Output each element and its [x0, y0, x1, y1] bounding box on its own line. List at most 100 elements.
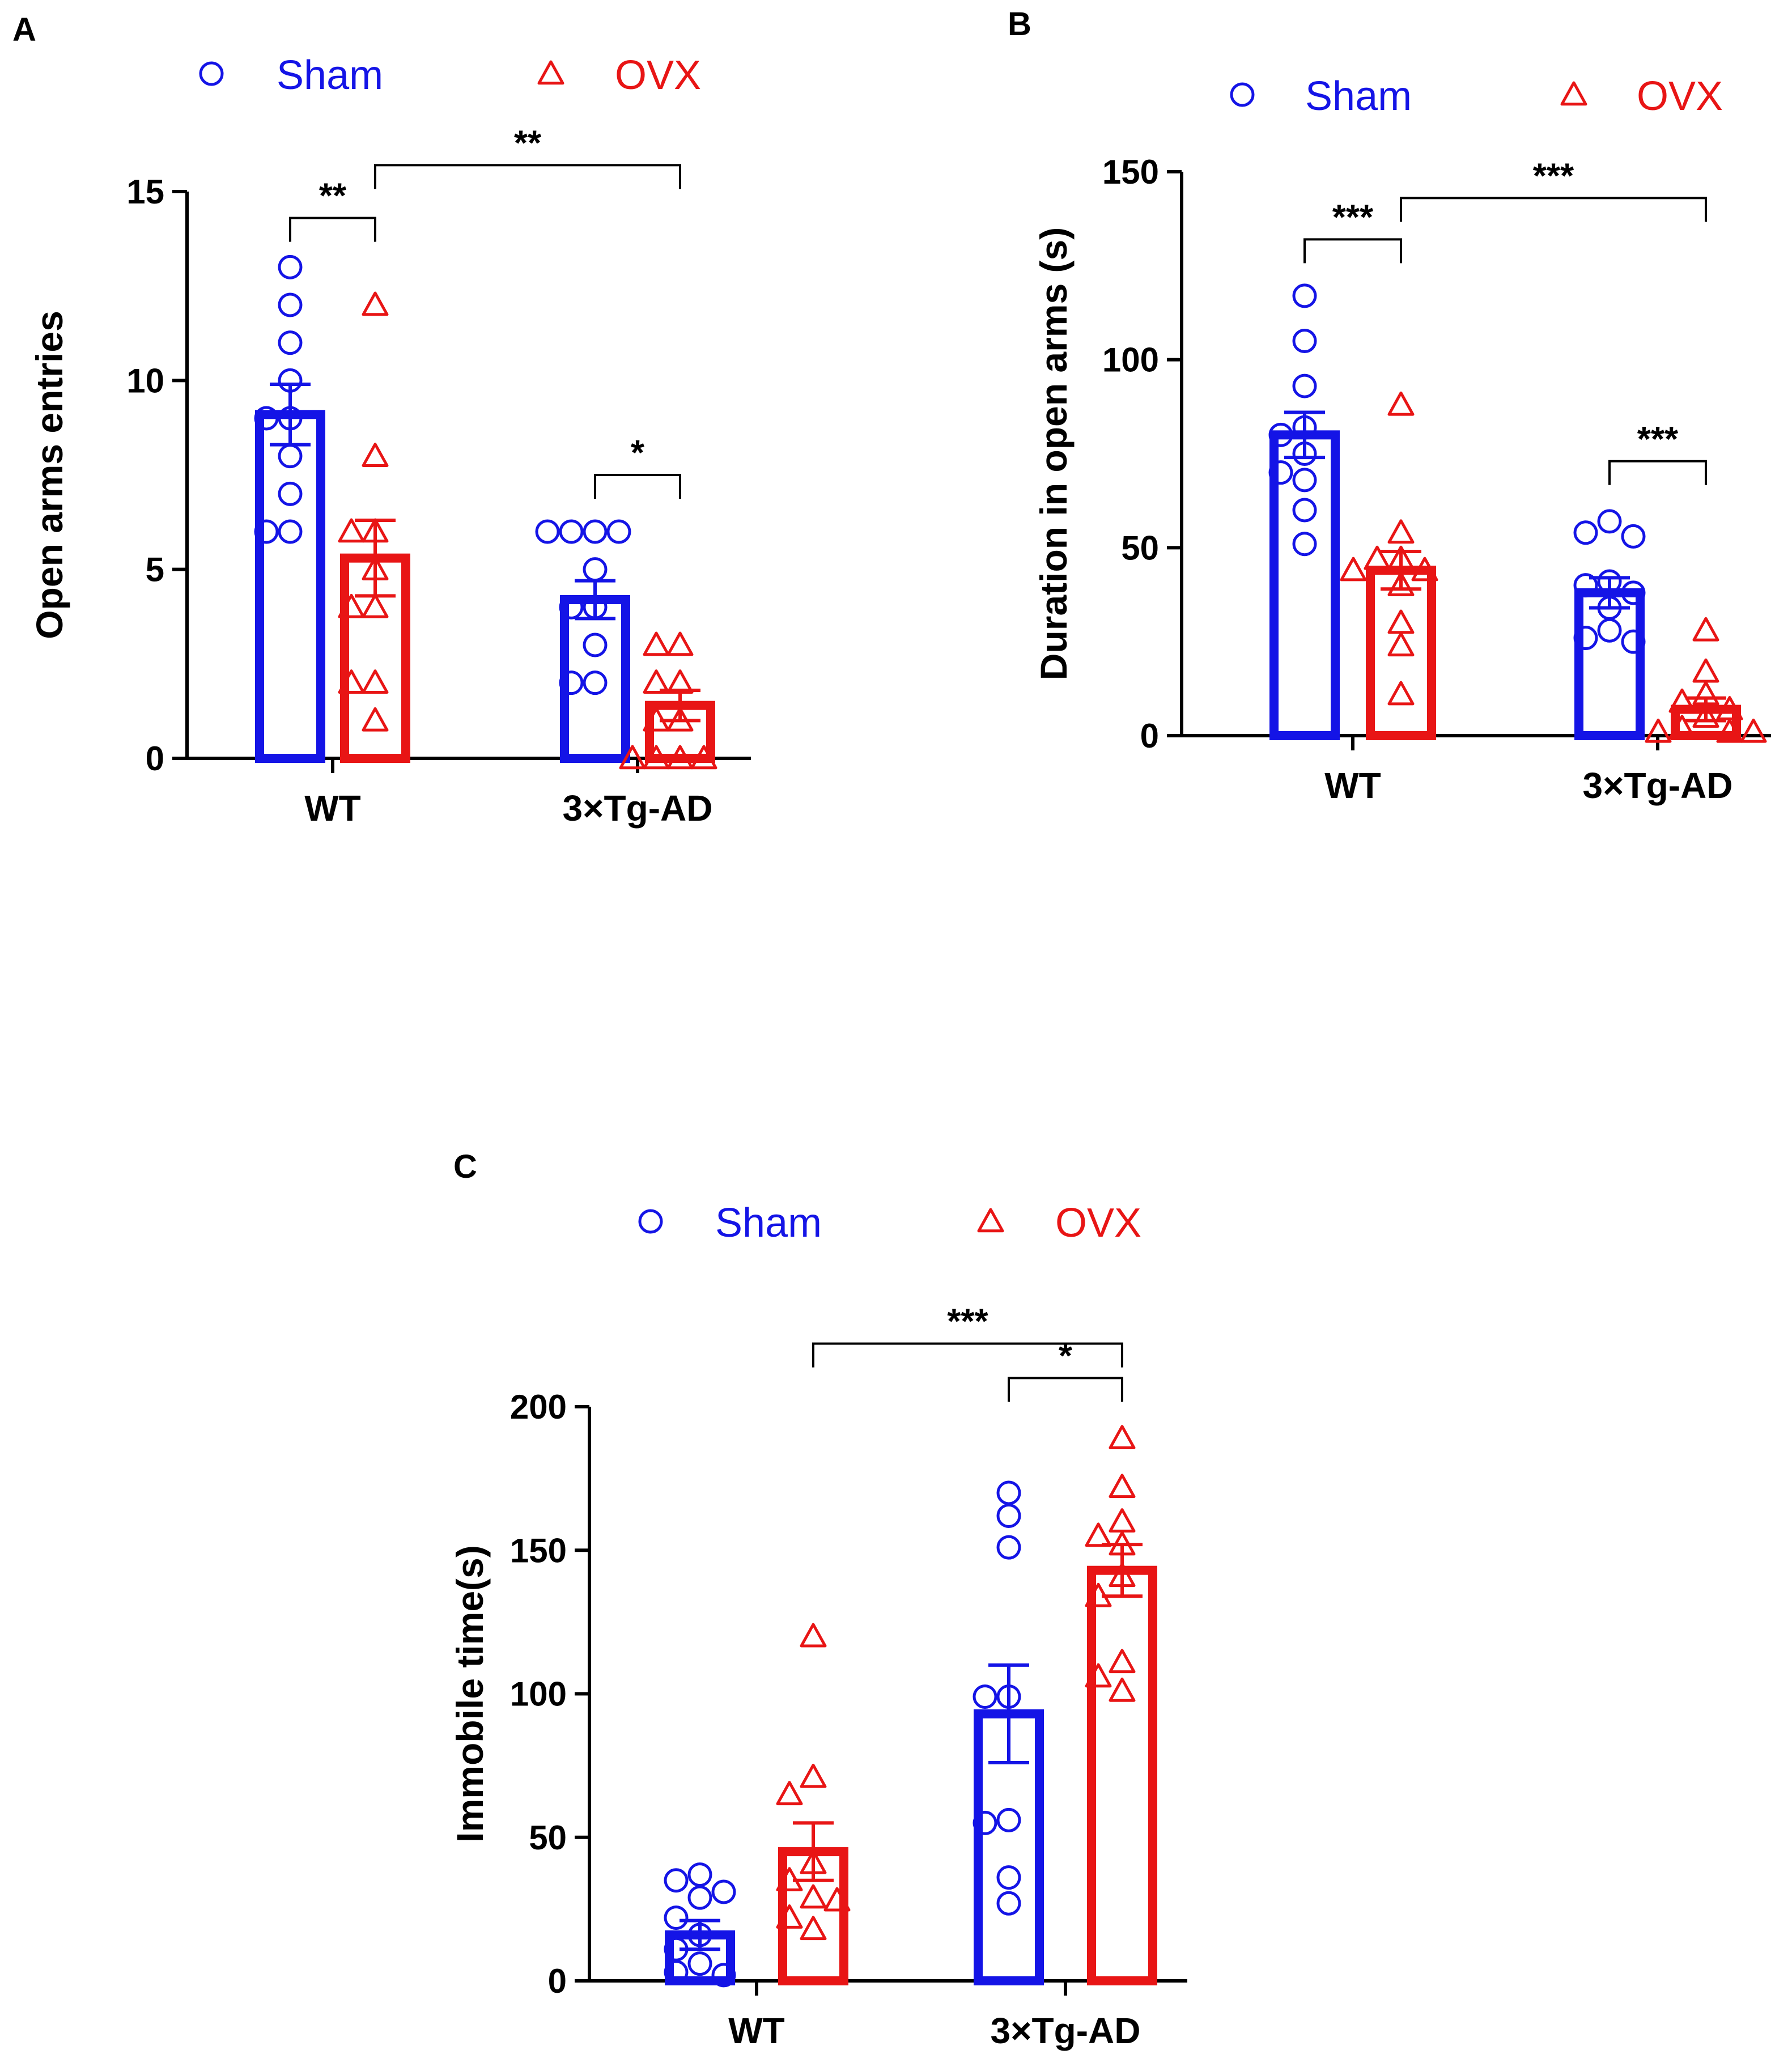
legend-marker-ovx	[977, 1208, 1004, 1233]
data-point-ovx	[666, 631, 694, 656]
significance-bracket	[1303, 238, 1402, 264]
data-point-sham	[1292, 329, 1317, 353]
significance-label: ***	[1332, 198, 1374, 237]
data-point-ovx	[1668, 715, 1696, 740]
y-tick-label: 15	[126, 173, 164, 211]
data-point-ovx	[1411, 557, 1438, 582]
data-point-sham	[1268, 422, 1293, 447]
x-category-label: 3×Tg-AD	[991, 2010, 1141, 2051]
data-point-ovx	[1692, 703, 1719, 728]
data-point-ovx	[1387, 609, 1415, 634]
data-point-sham	[664, 1960, 689, 1985]
data-point-sham	[278, 406, 303, 431]
y-tick-label: 100	[1102, 341, 1159, 379]
significance-bracket	[1608, 460, 1707, 485]
panel-letter: A	[12, 11, 36, 48]
y-tick-label: 100	[510, 1675, 567, 1713]
data-point-ovx	[643, 669, 670, 694]
data-point-ovx	[1668, 688, 1696, 713]
data-point-ovx	[362, 518, 389, 543]
data-point-ovx	[362, 291, 389, 316]
significance-label: ***	[1533, 156, 1574, 196]
data-point-ovx	[362, 593, 389, 618]
data-point-sham	[254, 519, 279, 544]
y-tick-label: 5	[146, 551, 164, 589]
y-axis-label: Open arms entries	[28, 311, 70, 639]
data-point-sham	[687, 1951, 712, 1976]
data-point-ovx	[338, 593, 365, 618]
data-point-sham	[664, 1905, 689, 1930]
data-point-sham	[996, 1891, 1021, 1916]
data-point-ovx	[1109, 1531, 1136, 1556]
data-point-sham	[1621, 580, 1646, 605]
y-tick-label: 0	[1140, 717, 1159, 755]
bar-sham	[1574, 588, 1645, 741]
data-point-sham	[278, 481, 303, 506]
data-point-sham	[1597, 569, 1622, 594]
data-point-ovx	[1340, 557, 1367, 582]
data-point-ovx	[1109, 1508, 1136, 1533]
x-category-label: WT	[728, 2010, 785, 2051]
data-point-sham	[973, 1684, 997, 1709]
data-point-sham	[711, 1879, 736, 1904]
data-point-sham	[1292, 373, 1317, 398]
data-point-sham	[711, 1963, 736, 1988]
data-point-sham	[278, 254, 303, 279]
data-point-sham	[583, 519, 608, 544]
data-point-ovx	[362, 707, 389, 732]
panel-c: C Sham OVX 0 50 100 150 200 Immobile time(s) WT 3×…	[449, 1148, 1187, 2051]
data-point-sham	[254, 406, 279, 431]
significance-bracket	[1008, 1377, 1123, 1402]
data-point-ovx	[338, 669, 365, 694]
data-point-ovx	[643, 631, 670, 656]
data-point-sham	[1268, 460, 1293, 485]
data-point-ovx	[1387, 572, 1415, 596]
x-category-label: WT	[304, 788, 361, 829]
data-point-ovx	[800, 1623, 827, 1648]
data-point-sham	[664, 1937, 689, 1962]
significance-bracket	[594, 474, 681, 499]
data-point-ovx	[1085, 1522, 1112, 1547]
data-point-sham	[996, 1684, 1021, 1709]
data-point-sham	[1621, 629, 1646, 654]
y-tick-label: 150	[1102, 153, 1159, 191]
panel-letter: C	[453, 1148, 477, 1185]
y-axis-label: Immobile time(s)	[449, 1545, 491, 1842]
data-point-sham	[559, 670, 584, 695]
data-point-ovx	[1387, 545, 1415, 570]
data-point-sham	[687, 1885, 712, 1910]
y-tick-label: 0	[146, 740, 164, 778]
data-point-ovx	[362, 443, 389, 467]
data-point-ovx	[1085, 1663, 1112, 1688]
data-point-ovx	[776, 1781, 803, 1806]
significance-bracket	[374, 164, 681, 189]
data-point-ovx	[1692, 658, 1719, 683]
legend-marker-sham	[638, 1209, 663, 1234]
data-point-sham	[583, 557, 608, 582]
legend-label-sham: Sham	[277, 53, 383, 98]
data-point-ovx	[1109, 1425, 1136, 1450]
legend-marker-ovx	[1560, 81, 1587, 106]
data-point-sham	[1573, 520, 1598, 545]
data-point-sham	[1292, 532, 1317, 557]
data-point-ovx	[800, 1849, 827, 1874]
data-point-sham	[996, 1480, 1021, 1505]
data-point-sham	[278, 368, 303, 393]
data-point-sham	[664, 1868, 689, 1893]
data-point-ovx	[1109, 1563, 1136, 1588]
data-point-ovx	[643, 745, 670, 770]
y-tick-label: 200	[510, 1388, 567, 1426]
data-point-ovx	[1109, 1474, 1136, 1499]
significance-label: **	[319, 177, 347, 216]
data-point-ovx	[1692, 617, 1719, 642]
data-point-sham	[559, 519, 584, 544]
data-point-ovx	[823, 1887, 851, 1912]
panel-letter: B	[1008, 6, 1031, 43]
data-point-sham	[687, 1862, 712, 1887]
x-category-label: 3×Tg-AD	[563, 788, 713, 829]
data-point-sham	[1621, 524, 1646, 549]
data-point-ovx	[1387, 391, 1415, 416]
data-point-ovx	[338, 518, 365, 543]
data-point-ovx	[1387, 632, 1415, 657]
data-point-sham	[559, 595, 584, 619]
